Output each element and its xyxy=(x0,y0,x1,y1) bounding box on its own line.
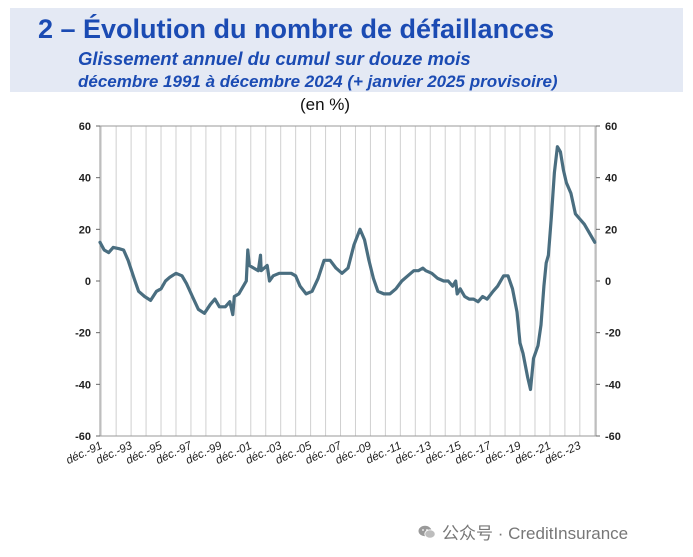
y-tick-label-right: -40 xyxy=(605,379,621,391)
chart-subtitle: Glissement annuel du cumul sur douze moi… xyxy=(78,48,471,69)
y-tick-label-left: -20 xyxy=(75,328,91,340)
series-line xyxy=(98,145,597,392)
y-tick-label-right: 60 xyxy=(605,121,617,133)
y-tick-label-right: -60 xyxy=(605,431,621,443)
watermark-text: 公众号 · CreditInsurance xyxy=(442,524,629,543)
wechat-icon xyxy=(418,525,436,539)
plot-frame xyxy=(99,125,597,437)
y-tick-label-left: 40 xyxy=(79,173,91,185)
unit-label: (en %) xyxy=(300,95,351,114)
y-tick-label-left: -40 xyxy=(75,379,91,391)
chart-header: 2 – Évolution du nombre de défaillances … xyxy=(10,8,683,92)
y-tick-label-left: 20 xyxy=(79,224,91,236)
y-tick-label-right: -20 xyxy=(605,328,621,340)
y-tick-label-left: 60 xyxy=(79,121,91,133)
chart-title: 2 – Évolution du nombre de défaillances xyxy=(38,14,555,44)
y-tick-label-right: 20 xyxy=(605,224,617,236)
y-tick-label-right: 40 xyxy=(605,173,617,185)
watermark: 公众号 · CreditInsurance xyxy=(418,519,628,544)
y-tick-label-left: -60 xyxy=(75,431,91,443)
y-tick-label-right: 0 xyxy=(605,276,611,288)
y-tick-label-left: 0 xyxy=(85,276,91,288)
chart-period: décembre 1991 à décembre 2024 (+ janvier… xyxy=(78,72,558,91)
